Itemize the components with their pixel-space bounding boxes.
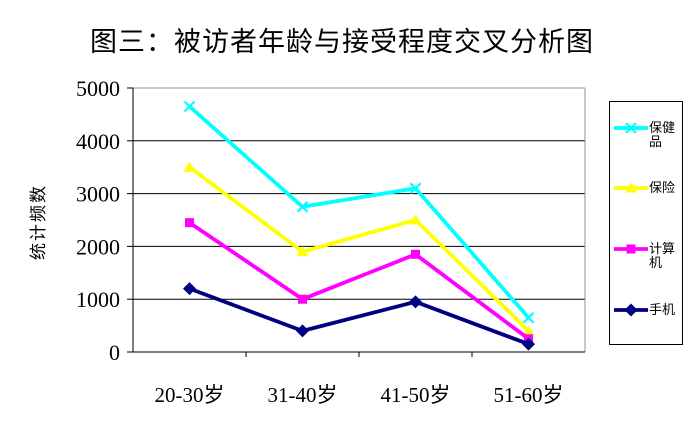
legend-marker-diamond-icon <box>614 303 648 317</box>
series-line-3 <box>187 286 531 346</box>
legend-marker-square-icon <box>614 244 648 254</box>
legend-item-0: 保健品 <box>614 121 679 149</box>
x-category-label-3: 51-60岁 <box>494 383 564 407</box>
series-3-marker-0 <box>183 282 196 296</box>
y-tick-label-5000: 5000 <box>76 76 120 101</box>
series-0-marker-0 <box>183 100 196 113</box>
series-0-marker-2 <box>409 182 422 195</box>
legend-marker-triangle-icon <box>614 182 648 193</box>
legend-marker-glyph-3 <box>624 303 638 317</box>
legend-marker-x-icon <box>614 122 648 134</box>
series-1-marker-2 <box>409 214 422 225</box>
series-line-2 <box>187 220 531 341</box>
legend-label-3: 手机 <box>649 302 676 317</box>
series-1-marker-3 <box>522 325 535 336</box>
y-tick-label-0: 0 <box>109 340 120 365</box>
legend-label-2: 计算机 <box>649 241 676 270</box>
x-category-label-2: 41-50岁 <box>381 383 451 407</box>
series-2-marker-1 <box>298 294 307 304</box>
y-tick-label-4000: 4000 <box>76 129 120 154</box>
legend-marker-glyph-2 <box>626 244 636 254</box>
legend-label-0: 保健品 <box>649 120 676 149</box>
series-2-marker-0 <box>185 218 194 228</box>
x-category-label-1: 31-40岁 <box>268 383 338 407</box>
series-1-marker-0 <box>183 161 196 172</box>
series-0-marker-1 <box>296 201 309 213</box>
series-3-marker-3 <box>522 337 535 351</box>
legend: 保健品保险计算机手机 <box>609 101 683 345</box>
y-tick-label-1000: 1000 <box>76 287 120 312</box>
series-0-marker-3 <box>522 311 535 324</box>
series-3-marker-2 <box>409 295 422 309</box>
series-2-marker-2 <box>411 249 420 259</box>
legend-marker-glyph-0 <box>625 122 637 134</box>
legend-label-1: 保险 <box>649 180 676 195</box>
chart-title: 图三：被访者年龄与接受程度交叉分析图 <box>90 27 594 57</box>
legend-item-2: 计算机 <box>614 242 679 270</box>
series-line-1 <box>187 165 531 333</box>
y-tick-label-3000: 3000 <box>76 182 120 207</box>
legend-marker-glyph-1 <box>625 182 637 193</box>
x-category-label-0: 20-30岁 <box>155 383 225 407</box>
legend-item-3: 手机 <box>614 303 679 317</box>
legend-item-1: 保险 <box>614 181 679 195</box>
series-line-0 <box>187 104 531 320</box>
series-1-marker-1 <box>296 246 309 257</box>
y-tick-label-2000: 2000 <box>76 234 120 259</box>
series-3-marker-1 <box>296 324 309 338</box>
